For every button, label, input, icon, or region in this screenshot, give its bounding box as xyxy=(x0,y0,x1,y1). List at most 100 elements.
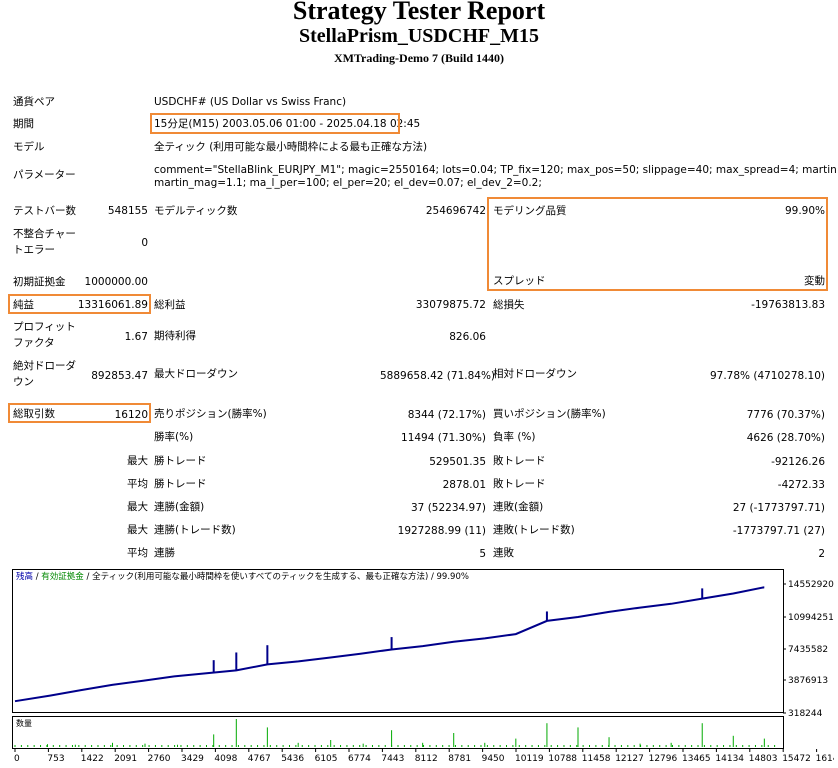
avg-consecutive-wins-label: 連勝 xyxy=(154,547,175,559)
x-tick-label-16: 10788 xyxy=(548,754,577,764)
main-plot-frame xyxy=(12,569,784,713)
max-consecutive-wins-value: 37 (52234.97) xyxy=(411,502,486,514)
avg-win-label: 勝トレード xyxy=(154,478,207,490)
y-tick-label-4: 318244 xyxy=(788,709,823,719)
modeling-quality-value: 99.90% xyxy=(784,205,825,217)
period-value: 15分足(M15) 2003.05.06 01:00 - 2025.04.18 … xyxy=(154,118,421,130)
abs-drawdown-label-1: 絶対ドローダ xyxy=(13,360,76,372)
x-tick-label-11: 7443 xyxy=(381,754,404,764)
x-tick-label-1: 753 xyxy=(47,754,64,764)
max-consecutive-profit-label: 連勝(トレード数) xyxy=(154,524,236,536)
expected-payoff-value: 826.06 xyxy=(449,331,486,343)
avg-prefix-2: 平均 xyxy=(127,547,148,559)
x-tick-label-5: 3429 xyxy=(181,754,204,764)
mismatch-label-1: 不整合チャー xyxy=(13,228,76,240)
avg-win-value: 2878.01 xyxy=(442,479,486,491)
total-trades-value: 16120 xyxy=(114,409,148,421)
max-consecutive-loss-amount-value: -1773797.71 (27) xyxy=(732,525,825,537)
max-prefix: 最大 xyxy=(127,455,148,467)
max-consecutive-profit-value: 1927288.99 (11) xyxy=(397,525,486,537)
x-tick-label-18: 12127 xyxy=(615,754,644,764)
period-label: 期間 xyxy=(13,118,34,130)
x-tick-label-12: 8112 xyxy=(415,754,438,764)
parameters-line-1: comment="StellaBlink_EURJPY_M1"; magic=2… xyxy=(154,164,838,176)
largest-loss-label: 敗トレード xyxy=(493,455,546,467)
x-tick-label-8: 5436 xyxy=(281,754,304,764)
net-profit-label: 純益 xyxy=(13,299,34,311)
legend-rest: / 全ティック(利用可能な最小時間枠を使いすべてのティックを生成する、最も正確な… xyxy=(83,572,469,582)
x-tick-label-7: 4767 xyxy=(248,754,271,764)
x-tick-label-4: 2760 xyxy=(148,754,171,764)
rel-drawdown-value: 97.78% (4710278.10) xyxy=(709,370,825,382)
x-tick-label-10: 6774 xyxy=(348,754,371,764)
abs-drawdown-value: 892853.47 xyxy=(91,370,148,382)
legend-balance: 残高 xyxy=(16,572,34,582)
long-positions-value: 7776 (70.37%) xyxy=(746,409,825,421)
avg-prefix: 平均 xyxy=(127,478,148,490)
x-tick-label-14: 9450 xyxy=(482,754,505,764)
x-tick-label-13: 8781 xyxy=(448,754,471,764)
avg-loss-label: 敗トレード xyxy=(493,478,546,490)
ea-name: StellaPrism_USDCHF_M15 xyxy=(299,25,539,47)
y-axis: 14552920 10994251 7435582 3876913 318244 xyxy=(783,580,834,719)
x-tick-label-21: 14134 xyxy=(715,754,744,764)
max-drawdown-value: 5889658.42 (71.84%) xyxy=(380,370,496,382)
y-tick-label-1: 10994251 xyxy=(788,613,834,623)
y-tick-label-2: 7435582 xyxy=(788,645,828,655)
largest-win-label: 勝トレード xyxy=(154,455,207,467)
win-rate-value: 11494 (71.30%) xyxy=(401,432,486,444)
balance-line xyxy=(14,586,765,703)
deposit-label: 初期証拠金 xyxy=(13,276,66,288)
spread-value: 変動 xyxy=(804,275,825,287)
parameters-label: パラメーター xyxy=(13,169,76,181)
report-title: Strategy Tester Report xyxy=(292,0,546,25)
x-tick-label-9: 6105 xyxy=(315,754,338,764)
gross-loss-value: -19763813.83 xyxy=(751,299,825,311)
avg-loss-value: -4272.33 xyxy=(777,479,825,491)
deposit-value: 1000000.00 xyxy=(84,276,148,288)
max-consecutive-wins-label: 連勝(金額) xyxy=(154,501,205,513)
net-profit-highlight xyxy=(8,294,151,314)
abs-drawdown-label-2: ウン xyxy=(13,376,34,388)
model-label: モデル xyxy=(13,141,45,153)
server-build: XMTrading-Demo 7 (Build 1440) xyxy=(333,51,505,65)
x-tick-label-19: 12796 xyxy=(649,754,678,764)
x-tick-label-24: 16141 xyxy=(816,754,834,764)
volume-label: 数量 xyxy=(16,718,32,728)
max-prefix-3: 最大 xyxy=(127,524,148,536)
y-tick-label-3: 3876913 xyxy=(788,676,828,686)
volume-plot-frame xyxy=(12,716,784,749)
legend-sep: / xyxy=(33,572,42,582)
short-positions-label: 売りポジション(勝率%) xyxy=(154,408,267,420)
symbol-label: 通貨ペア xyxy=(13,96,55,108)
max-consecutive-losses-label: 連敗(金額) xyxy=(493,501,544,513)
net-profit-value: 13316061.89 xyxy=(77,299,148,311)
loss-rate-label: 負率 (%) xyxy=(493,431,536,443)
total-trades-highlight xyxy=(8,403,151,423)
x-tick-label-20: 13465 xyxy=(682,754,711,764)
balance-series xyxy=(14,586,765,703)
period-highlight xyxy=(150,113,400,134)
mismatch-label-2: トエラー xyxy=(13,244,55,256)
symbol-value: USDCHF# (US Dollar vs Swiss Franc) xyxy=(154,96,347,108)
equity-chart: 14552920 10994251 7435582 3876913 318244 0 75… xyxy=(12,569,834,764)
x-axis: 0 753 1422 2091 2760 3429 4098 4767 5436 6105 6774… xyxy=(14,749,834,764)
avg-consecutive-wins-value: 5 xyxy=(479,548,486,560)
bars-label: テストバー数 xyxy=(13,205,76,217)
profit-factor-label-2: ファクタ xyxy=(13,337,55,349)
x-tick-label-3: 2091 xyxy=(114,754,137,764)
chart-legend: 残高 / 有効証拠金 / 全ティック(利用可能な最小時間枠を使いすべてのティック… xyxy=(16,572,469,583)
profit-factor-label-1: プロフィット xyxy=(13,321,76,333)
equity-spikes xyxy=(212,588,704,673)
modeling-quality-label: モデリング品質 xyxy=(493,205,567,217)
ticks-label: モデルティック数 xyxy=(154,205,238,217)
legend-equity: 有効証拠金 xyxy=(41,572,84,582)
x-tick-label-0: 0 xyxy=(14,754,20,764)
max-consecutive-losses-value: 27 (-1773797.71) xyxy=(732,502,825,514)
win-rate-label: 勝率(%) xyxy=(154,431,194,443)
x-tick-label-15: 10119 xyxy=(515,754,544,764)
y-tick-label-0: 14552920 xyxy=(788,580,834,590)
max-drawdown-label: 最大ドローダウン xyxy=(154,368,238,380)
max-prefix-2: 最大 xyxy=(127,501,148,513)
x-tick-label-17: 11458 xyxy=(582,754,611,764)
